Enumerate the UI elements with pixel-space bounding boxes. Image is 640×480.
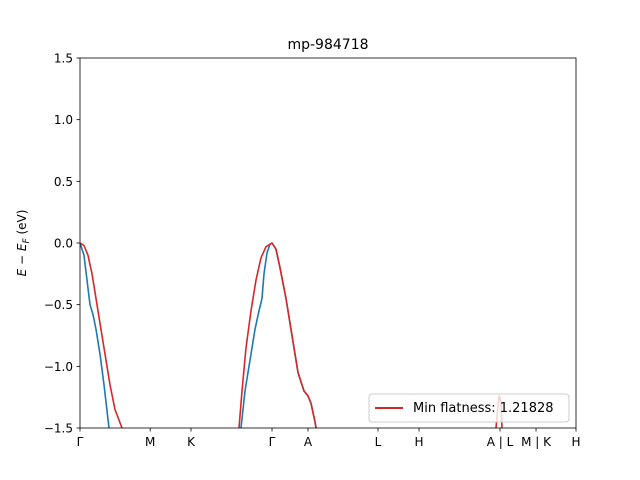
y-axis-label-main: E − E — [15, 243, 29, 276]
chart-title: mp-984718 — [287, 37, 368, 53]
x-tick-label-2: K — [187, 435, 196, 449]
x-tick-label-5: L — [375, 435, 382, 449]
x-tick-label-1: M — [145, 435, 155, 449]
y-tick-label-4: 0.5 — [54, 175, 73, 189]
y-axis: −1.5 −1.0 −0.5 0.0 0.5 1.0 1.5 — [44, 52, 80, 436]
x-axis: Γ M K Γ A L H A | L M | K H — [77, 428, 581, 449]
x-tick-label-7: A | L — [487, 435, 514, 449]
y-tick-label-3: 0.0 — [54, 237, 73, 251]
band-line-series-0-segment-1 — [240, 242, 317, 428]
x-tick-label-3: Γ — [269, 435, 276, 449]
y-tick-label-6: 1.5 — [54, 52, 73, 66]
y-axis-label-unit: (eV) — [15, 210, 29, 239]
x-tick-label-8: M | K — [521, 435, 552, 449]
legend: Min flatness: 1.21828 — [368, 393, 570, 423]
legend-box — [368, 393, 570, 423]
x-tick-label-0: Γ — [77, 435, 84, 449]
y-axis-label: E − EF (eV) — [15, 210, 32, 277]
x-tick-label-9: H — [571, 435, 580, 449]
x-tick-label-6: H — [415, 435, 424, 449]
x-tick-label-4: A — [304, 435, 313, 449]
legend-label: Min flatness: 1.21828 — [413, 401, 554, 416]
band-line-series-1-segment-0 — [80, 242, 123, 428]
y-tick-label-5: 1.0 — [54, 113, 73, 127]
y-tick-label-2: −0.5 — [44, 298, 73, 312]
y-tick-label-0: −1.5 — [44, 422, 73, 436]
y-tick-label-1: −1.0 — [44, 360, 73, 374]
y-axis-label-subscript: F — [22, 238, 32, 244]
band-line-series-0-segment-0 — [80, 242, 110, 428]
band-line-series-1-segment-1 — [238, 242, 317, 428]
axes-frame — [79, 57, 577, 429]
